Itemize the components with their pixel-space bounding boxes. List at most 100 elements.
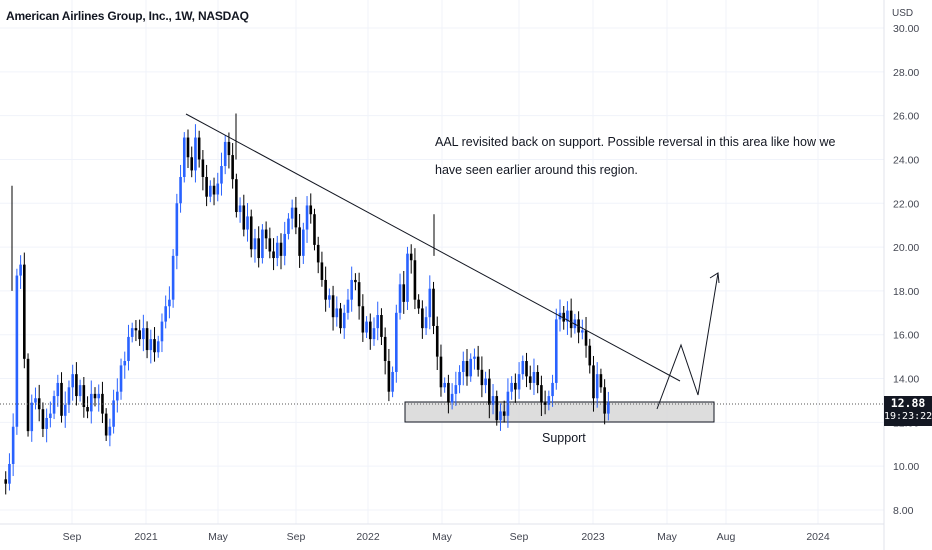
candle-body bbox=[491, 396, 495, 405]
candle-body bbox=[554, 319, 558, 383]
candle-body bbox=[123, 361, 127, 366]
candle-body bbox=[52, 396, 56, 414]
candle-body bbox=[26, 358, 30, 432]
candle-body bbox=[119, 365, 123, 392]
candle-body bbox=[186, 137, 190, 158]
candle-body bbox=[220, 166, 223, 184]
price-axis[interactable]: 8.0010.0012.0014.0016.0018.0020.0022.002… bbox=[883, 0, 919, 550]
candle-body bbox=[387, 361, 391, 392]
y-tick-label: 22.00 bbox=[893, 198, 919, 210]
candle-body bbox=[209, 185, 212, 197]
candle-body bbox=[201, 159, 205, 177]
candle-body bbox=[424, 317, 428, 329]
support-zone[interactable] bbox=[404, 401, 715, 423]
candle-body bbox=[346, 299, 350, 313]
annotation-note[interactable]: AAL revisited back on support. Possible … bbox=[435, 135, 836, 177]
x-tick-label: 2023 bbox=[581, 531, 605, 543]
candle-body bbox=[592, 365, 595, 399]
candle-body bbox=[11, 426, 15, 464]
bar-countdown: 19:23:22 bbox=[884, 411, 932, 422]
candle-body bbox=[138, 330, 141, 340]
candle-body bbox=[320, 262, 324, 280]
candle-body bbox=[525, 361, 528, 377]
candle-body bbox=[279, 242, 283, 256]
candles bbox=[4, 113, 610, 495]
y-tick-label: 20.00 bbox=[893, 242, 919, 254]
candle-body bbox=[190, 157, 194, 171]
candle-body bbox=[328, 295, 331, 300]
x-tick-label: May bbox=[657, 531, 678, 543]
x-tick-label: Sep bbox=[287, 531, 306, 543]
last-price: 12.88 bbox=[890, 396, 926, 410]
candle-body bbox=[540, 385, 543, 403]
candle-body bbox=[398, 284, 402, 313]
candle-body bbox=[19, 264, 22, 276]
last-price-tag: 12.88 19:23:22 bbox=[884, 396, 932, 426]
candle-body bbox=[302, 229, 305, 256]
candle-body bbox=[108, 426, 112, 436]
time-axis[interactable]: Sep 2021 May Sep 2022 May Sep 2023 May Aug 2024 bbox=[0, 523, 884, 543]
candle-body bbox=[528, 376, 532, 383]
candle-body bbox=[30, 402, 34, 432]
candle-body bbox=[465, 361, 469, 377]
candle-body bbox=[149, 339, 153, 351]
candle-body bbox=[607, 402, 610, 414]
candle-body bbox=[60, 382, 63, 416]
candle-body bbox=[197, 137, 201, 160]
currency-label: USD bbox=[892, 8, 914, 19]
candle-body bbox=[235, 179, 238, 213]
candle-body bbox=[469, 358, 473, 377]
candle-body bbox=[361, 306, 365, 333]
candle-body bbox=[298, 227, 301, 256]
candle-body bbox=[521, 361, 525, 375]
candle-body bbox=[368, 321, 372, 340]
candle-body bbox=[168, 299, 171, 307]
candle-body bbox=[473, 356, 476, 359]
candle-body bbox=[454, 385, 458, 394]
grid bbox=[0, 0, 884, 524]
candle-body bbox=[97, 393, 101, 399]
candle-body bbox=[23, 264, 26, 359]
candle-body bbox=[372, 328, 376, 340]
x-tick-label: 2021 bbox=[134, 531, 158, 543]
candle-body bbox=[432, 288, 435, 326]
candle-body bbox=[581, 330, 584, 333]
candle-body bbox=[49, 413, 52, 418]
candle-body bbox=[354, 279, 357, 283]
candle-body bbox=[443, 382, 446, 388]
candle-body bbox=[380, 315, 383, 337]
y-tick-label: 26.00 bbox=[893, 111, 919, 123]
candle-body bbox=[588, 345, 592, 366]
candle-body bbox=[309, 205, 313, 215]
projection-path[interactable] bbox=[656, 272, 719, 410]
candle-body bbox=[335, 308, 339, 318]
candle-body bbox=[227, 141, 231, 156]
candle-body bbox=[305, 205, 309, 230]
candle-body bbox=[376, 315, 380, 329]
candle-body bbox=[175, 203, 179, 256]
candle-body bbox=[595, 374, 599, 399]
candle-body bbox=[182, 137, 186, 177]
candle-body bbox=[357, 282, 361, 307]
candle-body bbox=[249, 216, 253, 250]
candle-body bbox=[145, 328, 149, 351]
candle-body bbox=[142, 328, 145, 340]
y-tick-label: 28.00 bbox=[893, 67, 919, 79]
candle-body bbox=[45, 417, 48, 429]
trendline[interactable] bbox=[185, 113, 681, 382]
candle-body bbox=[499, 411, 502, 421]
candle-body bbox=[290, 207, 294, 219]
candle-body bbox=[15, 275, 19, 427]
candle-body bbox=[514, 382, 517, 390]
candle-body bbox=[164, 306, 167, 322]
support-label[interactable]: Support bbox=[542, 431, 586, 445]
candle-body bbox=[383, 336, 387, 362]
candle-body bbox=[413, 260, 417, 300]
candle-body bbox=[532, 371, 536, 383]
candle-body bbox=[242, 205, 246, 230]
candle-body bbox=[112, 400, 115, 427]
candle-body bbox=[402, 284, 406, 302]
candle-body bbox=[480, 369, 484, 386]
candle-body bbox=[461, 361, 465, 372]
